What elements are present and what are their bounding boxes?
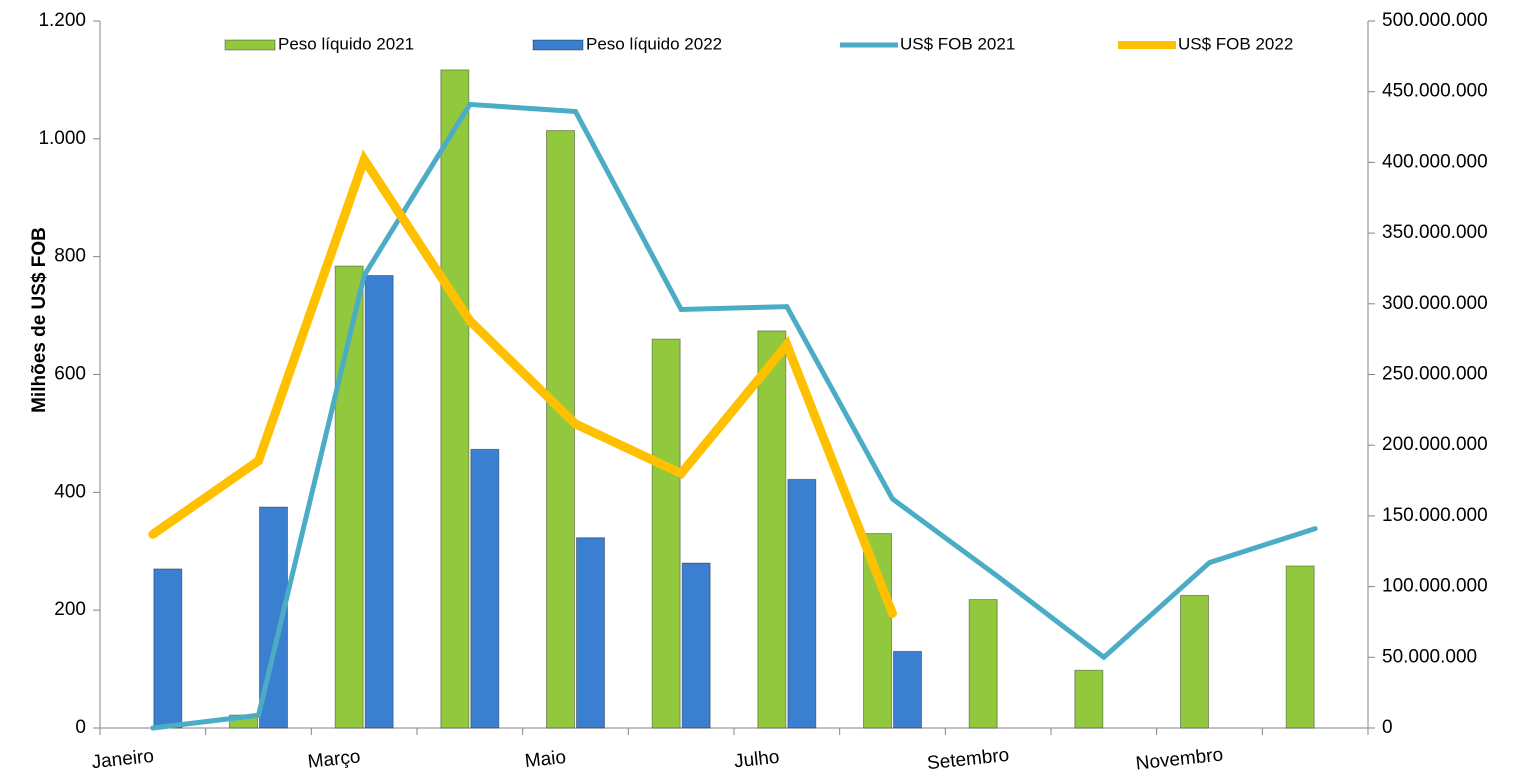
y2-tick-label: 150.000.000 (1382, 505, 1488, 526)
y2-tick-label: 200.000.000 (1382, 434, 1488, 455)
bar (1285, 565, 1315, 729)
x-tick-label: Setembro (926, 745, 1010, 774)
bar (470, 448, 500, 729)
bar (787, 478, 817, 729)
legend-swatch (224, 39, 276, 51)
bar (576, 537, 605, 729)
legend-label: US$ FOB 2022 (1178, 34, 1293, 53)
x-tick-label: Novembro (1135, 744, 1224, 774)
legend-swatch (532, 39, 584, 51)
bar (863, 533, 892, 729)
legend-label: Peso líquido 2022 (586, 34, 722, 53)
bar (364, 275, 394, 729)
legend-label: Peso líquido 2021 (278, 34, 414, 53)
y2-tick-label: 250.000.000 (1382, 364, 1488, 385)
y2-tick-label: 350.000.000 (1382, 222, 1488, 243)
x-tick-label: Julho (733, 747, 780, 773)
legend-label: US$ FOB 2021 (900, 34, 1015, 53)
bar (968, 599, 998, 729)
y-tick-label: 1.000 (38, 128, 86, 149)
bar (440, 69, 470, 729)
y2-tick-label: 0 (1382, 717, 1393, 738)
bar (153, 568, 183, 729)
y2-tick-label: 450.000.000 (1382, 81, 1488, 102)
y-tick-label: 400 (54, 481, 86, 502)
y2-tick-label: 400.000.000 (1382, 151, 1488, 172)
y-tick-label: 0 (75, 717, 86, 738)
y-tick-label: 200 (54, 599, 86, 620)
y-tick-label: 1.200 (38, 10, 86, 31)
bar (681, 562, 711, 729)
x-tick-label: Março (307, 746, 362, 772)
bar (1180, 594, 1209, 729)
y2-tick-label: 300.000.000 (1382, 293, 1488, 314)
bar (651, 338, 681, 729)
bar (546, 130, 575, 729)
y2-tick-label: 100.000.000 (1382, 576, 1488, 597)
x-tick-label: Maio (524, 747, 567, 772)
y-tick-label: 800 (54, 246, 86, 267)
y2-tick-label: 50.000.000 (1382, 646, 1477, 667)
line (150, 101, 1318, 731)
bar (757, 330, 787, 729)
bar (893, 650, 922, 729)
y2-tick-label: 500.000.000 (1382, 10, 1488, 31)
y-tick-label: 600 (54, 364, 86, 385)
bar (1074, 669, 1104, 729)
legend: Peso líquido 2021 Peso líquido 2022 US$ FO… (224, 34, 1293, 53)
x-tick-label: Janeiro (91, 746, 155, 773)
line (148, 149, 897, 618)
y-axis-label: Milhões de US$ FOB (29, 227, 50, 413)
